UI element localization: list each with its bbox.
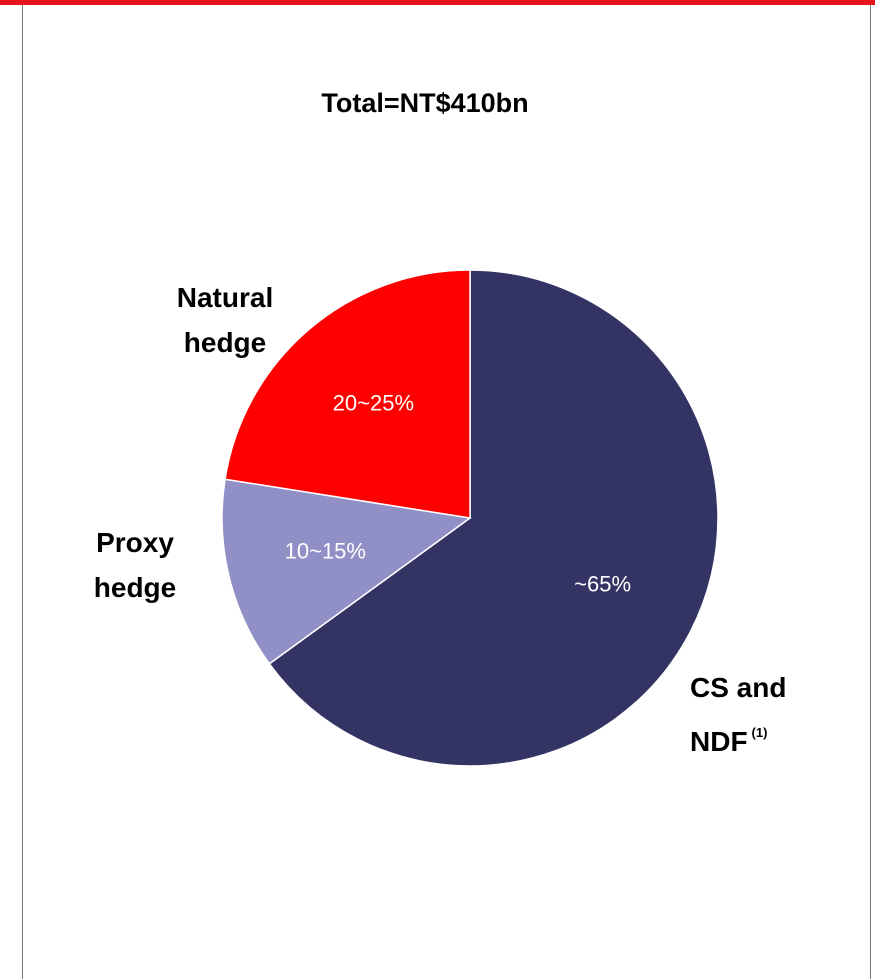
category-name: Proxy hedge <box>93 527 177 603</box>
pie-slice <box>224 269 471 519</box>
slice-value-label: ~65% <box>574 571 631 596</box>
slice-value-label: 20~25% <box>333 391 414 416</box>
chart-title: Total=NT$410bn <box>321 88 528 118</box>
category-note: (1) <box>751 725 768 740</box>
frame <box>22 5 871 979</box>
category-label: Proxy hedge <box>60 520 210 610</box>
top-bar <box>0 0 875 5</box>
pie-slice <box>221 478 472 665</box>
category-name: Natural hedge <box>176 282 274 358</box>
category-label: Natural hedge <box>150 275 300 365</box>
category-label: CS and NDF (1) <box>690 665 840 764</box>
slice-value-label: 10~15% <box>285 539 366 564</box>
category-name: CS and NDF <box>690 672 787 757</box>
pie-slice <box>268 269 719 767</box>
